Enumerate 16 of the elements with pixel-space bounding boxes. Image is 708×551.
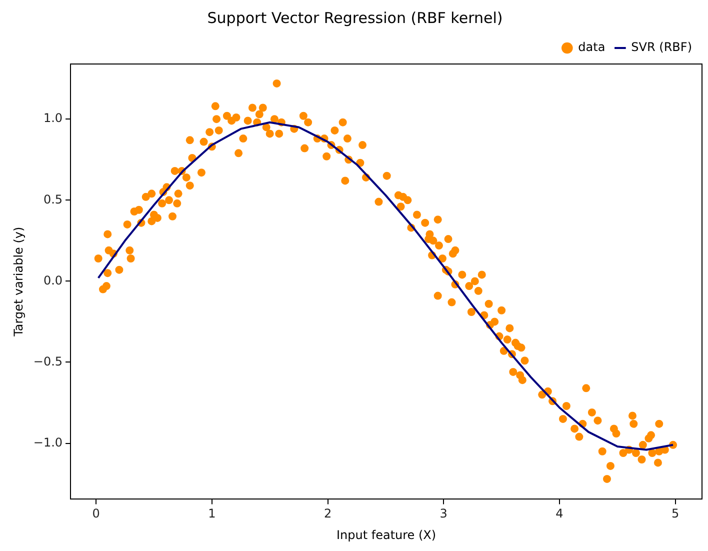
legend-label: data xyxy=(578,40,606,54)
x-tick-label: 2 xyxy=(324,506,332,521)
x-tick-label: 3 xyxy=(440,506,448,521)
x-tick-label: 4 xyxy=(556,506,564,521)
y-tick-label: 0.0 xyxy=(43,273,63,288)
y-axis-title: Target variable (y) xyxy=(11,226,26,338)
x-axis-title: Input feature (X) xyxy=(336,528,436,542)
y-tick-label: 0.5 xyxy=(43,192,63,206)
y-tick-label: −0.5 xyxy=(33,354,63,368)
y-tick-label: −1.0 xyxy=(33,435,63,450)
y-tick-label: 1.0 xyxy=(43,111,63,126)
x-tick-label: 0 xyxy=(92,506,100,521)
legend-label: SVR (RBF) xyxy=(631,40,692,54)
x-tick-label: 5 xyxy=(672,506,680,521)
chart-title: Support Vector Regression (RBF kernel) xyxy=(207,8,503,27)
x-tick-label: 1 xyxy=(208,506,216,521)
